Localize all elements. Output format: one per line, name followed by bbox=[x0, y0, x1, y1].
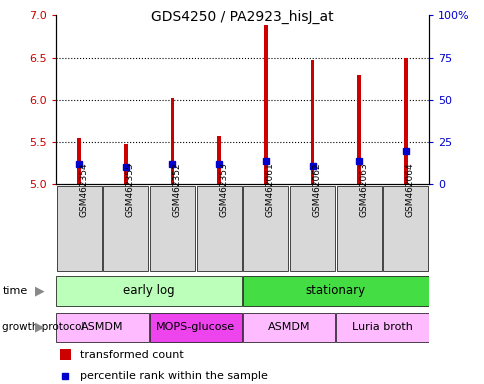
Text: early log: early log bbox=[123, 285, 175, 297]
Text: GSM462354: GSM462354 bbox=[79, 162, 88, 217]
Text: MOPS-glucose: MOPS-glucose bbox=[156, 322, 235, 333]
Bar bbox=[56, 276, 242, 306]
Text: GSM462064: GSM462064 bbox=[405, 162, 414, 217]
Text: time: time bbox=[2, 286, 28, 296]
Text: GDS4250 / PA2923_hisJ_at: GDS4250 / PA2923_hisJ_at bbox=[151, 10, 333, 24]
Bar bbox=[263, 25, 267, 184]
Text: percentile rank within the sample: percentile rank within the sample bbox=[80, 371, 267, 381]
Bar bbox=[197, 186, 241, 271]
Bar bbox=[124, 144, 127, 184]
Text: GSM462352: GSM462352 bbox=[172, 162, 181, 217]
Bar bbox=[242, 313, 335, 342]
Bar bbox=[335, 313, 428, 342]
Bar bbox=[170, 98, 174, 184]
Text: ▶: ▶ bbox=[35, 285, 45, 298]
Bar bbox=[149, 313, 242, 342]
Text: GSM462063: GSM462063 bbox=[359, 162, 367, 217]
Bar bbox=[383, 186, 427, 271]
Bar bbox=[150, 186, 195, 271]
Bar bbox=[57, 186, 101, 271]
Bar bbox=[56, 313, 149, 342]
Bar bbox=[103, 186, 148, 271]
Bar bbox=[60, 349, 71, 360]
Bar bbox=[242, 276, 428, 306]
Text: GSM462061: GSM462061 bbox=[265, 162, 274, 217]
Bar bbox=[403, 58, 407, 184]
Text: transformed count: transformed count bbox=[80, 350, 183, 360]
Bar bbox=[310, 60, 314, 184]
Bar bbox=[336, 186, 381, 271]
Bar bbox=[77, 138, 81, 184]
Text: GSM462062: GSM462062 bbox=[312, 162, 321, 217]
Text: GSM462353: GSM462353 bbox=[219, 162, 227, 217]
Text: ▶: ▶ bbox=[35, 321, 45, 334]
Text: ASMDM: ASMDM bbox=[81, 322, 123, 333]
Text: Luria broth: Luria broth bbox=[351, 322, 412, 333]
Text: ASMDM: ASMDM bbox=[267, 322, 310, 333]
Text: growth protocol: growth protocol bbox=[2, 322, 85, 332]
Text: GSM462355: GSM462355 bbox=[125, 162, 135, 217]
Bar bbox=[243, 186, 287, 271]
Bar bbox=[289, 186, 334, 271]
Bar bbox=[217, 136, 221, 184]
Bar bbox=[357, 75, 360, 184]
Text: stationary: stationary bbox=[305, 285, 365, 297]
